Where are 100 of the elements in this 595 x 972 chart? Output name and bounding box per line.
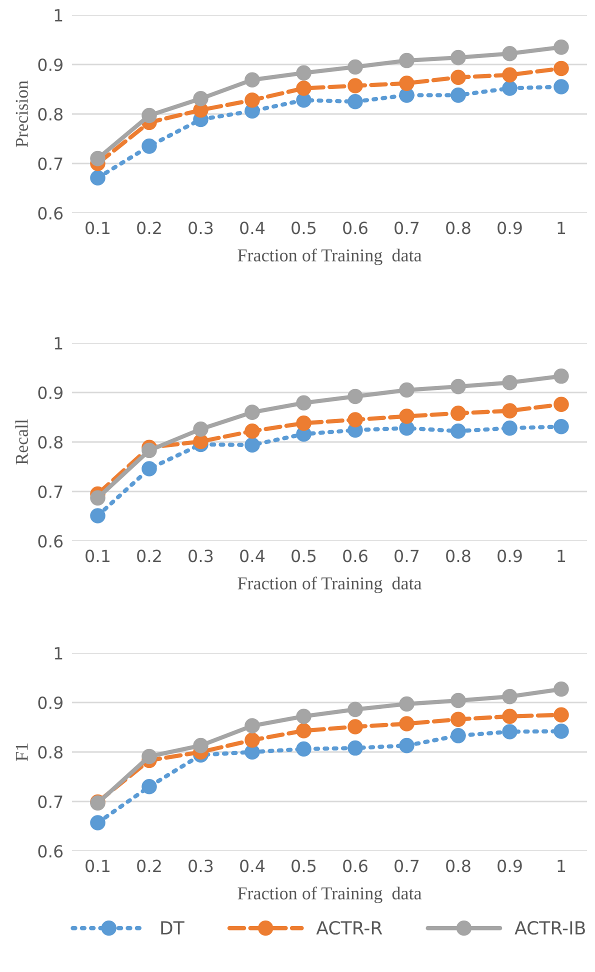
y-axis-title: Precision — [16, 80, 28, 148]
x-tick-label: 0.9 — [498, 222, 522, 234]
point — [142, 748, 157, 764]
x-tick-label: 0.8 — [446, 860, 470, 872]
y-tick-label: 0.8 — [38, 108, 63, 121]
x-tick-label: 1 — [558, 550, 566, 562]
point — [502, 80, 518, 96]
y-tick-label: 0.6 — [38, 844, 63, 858]
point — [296, 65, 312, 81]
point — [142, 779, 157, 794]
x-tick-label: 0.7 — [394, 860, 419, 872]
x-tick-label: 0.3 — [188, 550, 213, 562]
y-tick-label: 0.9 — [38, 386, 62, 400]
point — [90, 170, 106, 186]
point — [90, 508, 106, 524]
x-tick-label: 0.9 — [498, 550, 522, 562]
point — [554, 396, 569, 412]
x-tick-label: 0.3 — [188, 860, 213, 872]
point — [193, 91, 208, 106]
y-tick-label: 1 — [54, 647, 62, 660]
point — [554, 681, 569, 697]
x-tick-label: 0.6 — [343, 550, 368, 562]
point — [244, 423, 260, 439]
y-tick-label: 0.8 — [38, 436, 63, 449]
x-tick-label: 0.7 — [394, 550, 419, 562]
point — [193, 421, 208, 437]
point — [502, 708, 518, 724]
point — [296, 723, 312, 738]
point — [399, 738, 414, 754]
y-tick-label: 0.6 — [38, 206, 63, 220]
point — [142, 108, 157, 124]
point — [502, 67, 518, 83]
x-tick-label: 0.5 — [292, 860, 316, 872]
point — [450, 88, 466, 103]
x-tick-label: 0.4 — [240, 222, 265, 234]
point — [554, 40, 569, 55]
point — [90, 815, 106, 830]
point — [502, 46, 518, 62]
x-tick-label: 0.4 — [240, 860, 265, 872]
point — [450, 378, 466, 394]
point — [193, 738, 208, 754]
point — [502, 403, 518, 418]
y-tick-label: 0.7 — [38, 795, 62, 808]
point — [244, 92, 260, 108]
point — [142, 138, 157, 154]
x-tick-label: 1 — [558, 860, 566, 872]
point — [450, 728, 466, 744]
point — [554, 60, 569, 76]
x-tick-label: 0.1 — [86, 860, 110, 872]
legend-label: ACTR-R — [316, 921, 382, 935]
point — [296, 741, 312, 757]
point — [296, 80, 312, 96]
point — [296, 708, 312, 724]
point — [502, 374, 518, 390]
point — [399, 696, 414, 712]
x-tick-label: 0.4 — [240, 550, 265, 562]
point — [348, 78, 363, 94]
x-tick-label: 0.9 — [498, 860, 522, 872]
point — [554, 707, 569, 723]
point — [399, 76, 414, 91]
x-axis-title: Fraction of Training data — [238, 576, 422, 594]
point — [90, 150, 106, 166]
point — [348, 412, 363, 428]
y-tick-label: 1 — [54, 337, 62, 350]
x-tick-label: 1 — [558, 222, 566, 234]
x-tick-label: 0.2 — [137, 550, 161, 562]
point — [399, 716, 414, 732]
y-axis-title: F1 — [16, 744, 28, 762]
y-tick-label: 0.8 — [38, 746, 63, 759]
point — [502, 688, 518, 704]
legend-label: DT — [161, 921, 184, 934]
point — [450, 712, 466, 727]
x-axis-title: Fraction of Training data — [238, 886, 422, 904]
x-tick-label: 0.7 — [394, 222, 419, 234]
x-tick-label: 0.8 — [446, 550, 470, 562]
x-tick-label: 0.2 — [137, 222, 161, 234]
y-tick-label: 0.9 — [38, 696, 62, 710]
point — [554, 724, 569, 739]
x-tick-label: 0.5 — [292, 222, 316, 234]
y-tick-label: 0.6 — [38, 534, 63, 548]
point — [244, 404, 260, 420]
point — [450, 70, 466, 86]
x-tick-label: 0.2 — [137, 860, 161, 872]
point — [450, 50, 466, 66]
point — [244, 437, 260, 453]
point — [142, 442, 157, 458]
point — [450, 692, 466, 708]
point — [296, 416, 312, 431]
point — [450, 423, 466, 439]
point — [296, 395, 312, 411]
y-tick-label: 0.7 — [38, 485, 62, 498]
x-axis-title: Fraction of Training data — [238, 248, 422, 266]
point — [399, 382, 414, 398]
point — [142, 461, 157, 476]
y-tick-label: 0.9 — [38, 58, 62, 72]
point — [399, 408, 414, 424]
legend-label: ACTR-IB — [514, 921, 585, 935]
y-axis-title: Recall — [15, 419, 28, 465]
point — [244, 732, 260, 748]
point — [244, 718, 260, 734]
